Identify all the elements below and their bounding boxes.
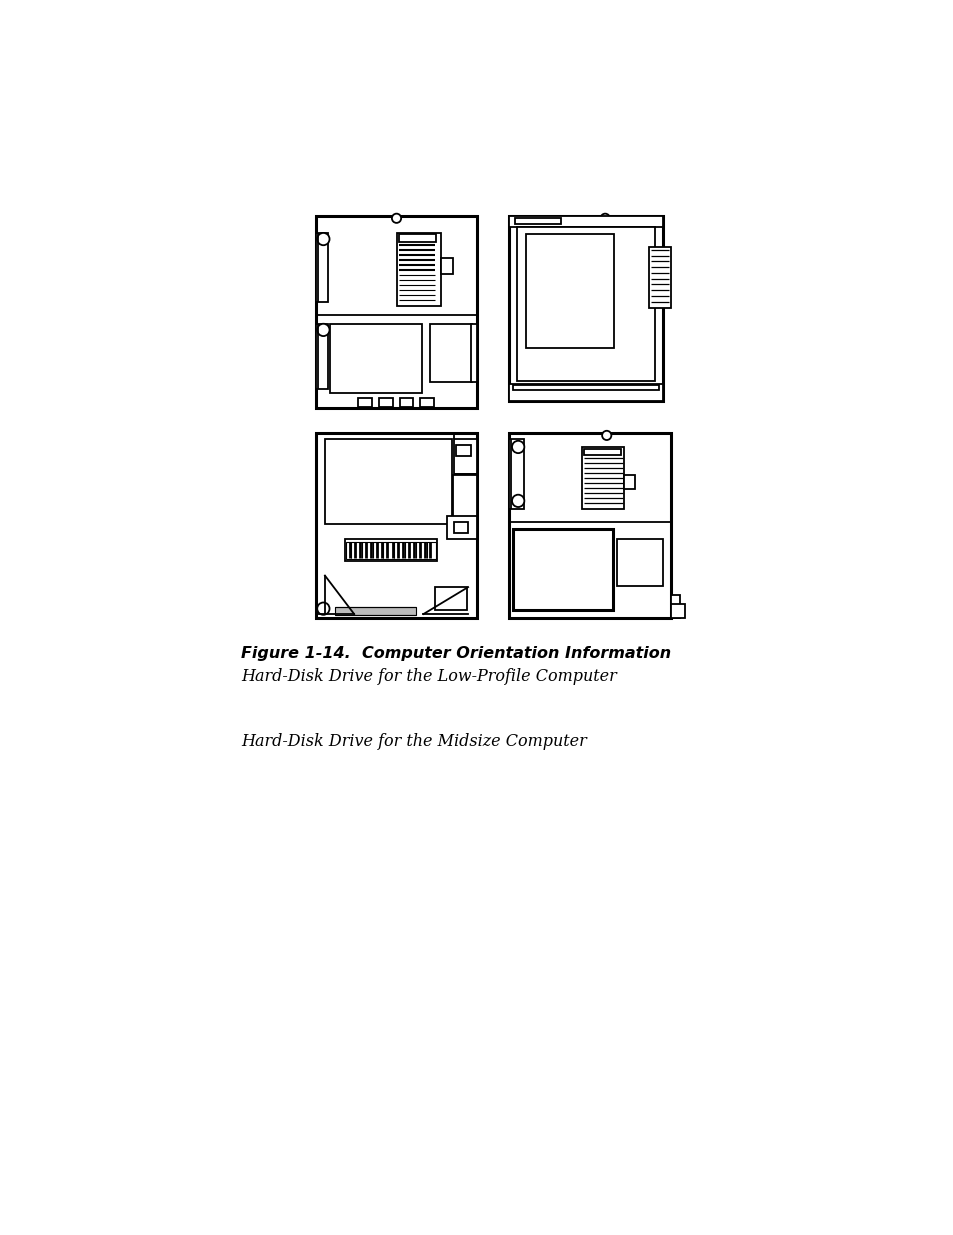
Bar (471, 324, 476, 382)
Bar (508, 433, 670, 618)
Bar (440, 258, 453, 274)
Circle shape (317, 603, 329, 615)
Bar (378, 398, 393, 406)
Bar (517, 227, 655, 380)
Bar (648, 247, 670, 309)
Bar (315, 433, 476, 618)
Bar (399, 398, 413, 406)
Bar (420, 398, 434, 406)
Text: Hard-Disk Drive for the Midsize Computer: Hard-Disk Drive for the Midsize Computer (241, 734, 586, 751)
Bar (454, 440, 476, 474)
Circle shape (317, 233, 329, 246)
Bar (429, 324, 472, 382)
Bar (513, 530, 612, 610)
Bar (315, 233, 328, 303)
Bar (315, 324, 328, 389)
Bar (525, 235, 614, 348)
Bar (515, 219, 560, 224)
Bar (670, 604, 684, 618)
Circle shape (601, 431, 611, 440)
Bar (456, 445, 471, 456)
Bar (345, 540, 436, 561)
Bar (357, 398, 372, 406)
Text: Hard-Disk Drive for the Low-Profile Computer: Hard-Disk Drive for the Low-Profile Comp… (241, 668, 616, 685)
Bar (508, 216, 662, 401)
Circle shape (512, 495, 524, 508)
Circle shape (392, 214, 400, 222)
Bar (581, 447, 624, 509)
Bar (513, 385, 659, 390)
Bar (454, 521, 468, 534)
Bar (670, 595, 679, 618)
Bar (398, 235, 436, 242)
Bar (335, 608, 416, 615)
Bar (453, 475, 476, 517)
Bar (396, 233, 440, 306)
Bar (435, 587, 467, 610)
Circle shape (317, 324, 329, 336)
Bar (616, 540, 662, 585)
Bar (508, 384, 662, 401)
Bar (508, 440, 524, 509)
Bar (508, 216, 662, 227)
Bar (584, 448, 620, 454)
Bar (446, 516, 476, 540)
Circle shape (512, 441, 524, 453)
Bar (325, 440, 452, 524)
Bar (315, 216, 476, 409)
Bar (624, 475, 635, 489)
Bar (346, 542, 436, 558)
Circle shape (600, 214, 609, 222)
Text: Figure 1-14.  Computer Orientation Information: Figure 1-14. Computer Orientation Inform… (241, 646, 670, 661)
Bar (329, 324, 421, 393)
